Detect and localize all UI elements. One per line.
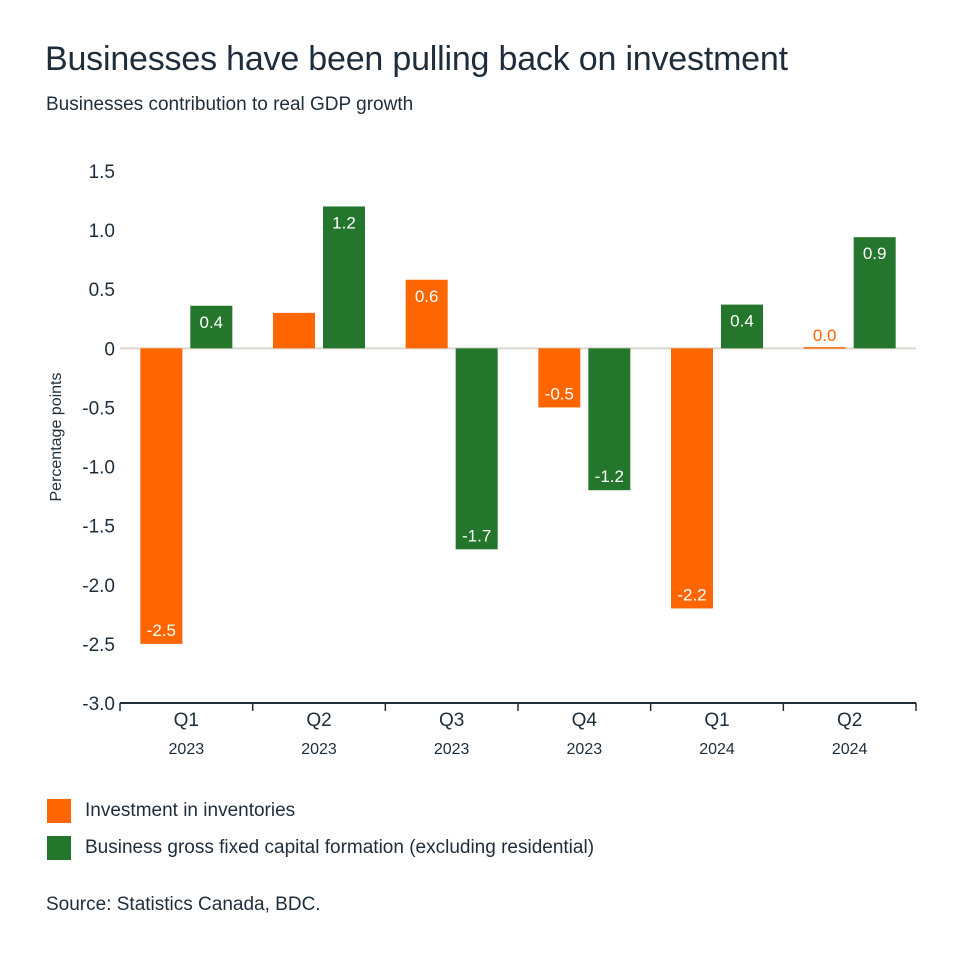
bar-capital <box>190 305 233 349</box>
y-tick-label: -1.5 <box>82 517 115 538</box>
y-tick-label: -2.0 <box>82 576 115 597</box>
x-tick-year: 2023 <box>301 741 337 758</box>
x-tick-year: 2023 <box>169 741 205 758</box>
y-tick-label: -3.0 <box>82 694 115 715</box>
legend-label-inventories: Investment in inventories <box>85 800 296 821</box>
bar-capital <box>323 206 365 349</box>
x-tick-quarter: Q2 <box>306 710 331 731</box>
data-label: -0.5 <box>545 384 574 403</box>
x-tick-year: 2024 <box>699 741 735 758</box>
data-label: -1.7 <box>462 526 491 545</box>
bar-inventories <box>803 347 846 349</box>
y-tick-label: -0.5 <box>82 398 115 419</box>
bar-capital <box>853 237 896 349</box>
source-note: Source: Statistics Canada, BDC. <box>46 894 321 915</box>
legend-item-capital: Business gross fixed capital formation (… <box>47 836 594 860</box>
y-tick-label: -1.0 <box>82 458 115 479</box>
data-label: 0.6 <box>415 287 439 306</box>
y-axis-label: Percentage points <box>48 373 65 502</box>
y-tick-label: 0.5 <box>89 280 115 301</box>
bar-inventories <box>140 348 183 644</box>
x-tick-year: 2024 <box>832 741 868 758</box>
x-tick-year: 2023 <box>567 741 603 758</box>
x-tick-quarter: Q3 <box>439 710 464 731</box>
chart-title: Businesses have been pulling back on inv… <box>45 40 788 78</box>
x-tick-year: 2023 <box>434 741 470 758</box>
bar-capital <box>588 348 631 491</box>
bar-inventories <box>273 312 315 349</box>
x-tick-quarter: Q1 <box>704 710 729 731</box>
legend-label-capital: Business gross fixed capital formation (… <box>85 837 595 858</box>
data-label: 0.9 <box>863 244 887 263</box>
data-label: 0.4 <box>200 313 224 332</box>
y-tick-label: 1.0 <box>89 221 115 242</box>
legend-swatch-inventories <box>47 799 71 823</box>
bar-capital <box>721 304 763 349</box>
legend-item-inventories: Investment in inventories <box>47 799 295 823</box>
y-tick-label: 0 <box>104 339 115 360</box>
chart-subtitle: Businesses contribution to real GDP grow… <box>46 94 414 115</box>
bar-inventories <box>405 279 448 349</box>
bar-inventories <box>538 348 581 408</box>
y-tick-label: -2.5 <box>82 635 115 656</box>
data-label: -2.2 <box>677 585 706 604</box>
data-label: 0.4 <box>730 312 754 331</box>
x-tick-quarter: Q2 <box>837 710 862 731</box>
data-label: -2.5 <box>147 621 176 640</box>
data-label: -1.2 <box>595 467 624 486</box>
y-tick-label: 1.5 <box>89 162 115 183</box>
bar-capital <box>455 348 498 550</box>
data-label: 0.0 <box>813 326 837 345</box>
bar-inventories <box>671 348 713 609</box>
legend-swatch-capital <box>47 836 71 860</box>
x-tick-quarter: Q4 <box>572 710 598 731</box>
x-tick-quarter: Q1 <box>174 710 199 731</box>
data-label: 1.2 <box>332 213 356 232</box>
